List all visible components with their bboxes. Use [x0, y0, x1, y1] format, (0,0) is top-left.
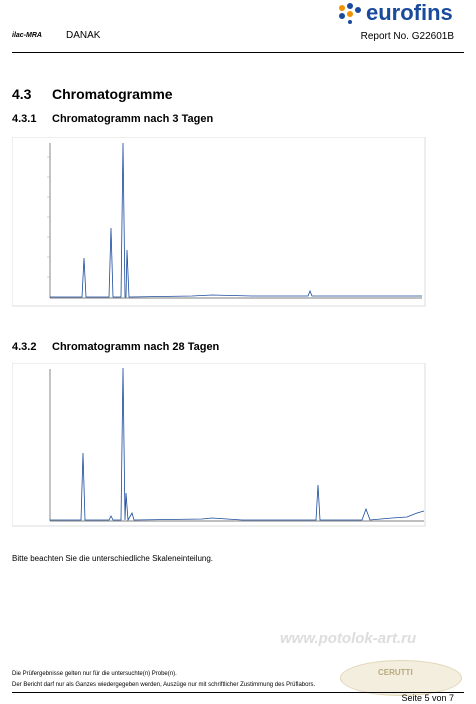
page-number: Seite 5 von 7 [401, 693, 454, 703]
eurofins-dots [339, 3, 361, 24]
footer-line: Die Prüfergebnisse gelten nur für die un… [12, 671, 177, 677]
stamp-logo [340, 660, 462, 696]
report-number: Report No. G22601B [360, 31, 454, 42]
header-rule [12, 52, 464, 53]
note: Bitte beachten Sie die unterschiedliche … [12, 554, 214, 563]
subsection-number: 4.3.2 [12, 341, 37, 353]
chromatogram-image [12, 363, 426, 527]
chromatogram-image [12, 137, 426, 307]
subsection-heading: 4.3.2 Chromatogramm nach 28 Tagen [12, 341, 219, 353]
section-heading: 4.3 Chromatogramme [12, 86, 173, 102]
subsection-number: 4.3.1 [12, 113, 37, 125]
subsection-title: Chromatogramm nach 3 Tagen [52, 113, 214, 125]
stamp-text: CERUTTI [378, 668, 413, 677]
footer-line: Der Bericht darf nur als Ganzes wiederge… [12, 682, 316, 688]
section-number: 4.3 [12, 86, 32, 102]
danak-logo: DANAK [66, 30, 101, 41]
subsection-heading: 4.3.1 Chromatogramm nach 3 Tagen [12, 113, 213, 125]
section-title: Chromatogramme [52, 86, 173, 102]
eurofins-logo: eurofins [366, 0, 453, 25]
subsection-title: Chromatogramm nach 28 Tagen [52, 341, 220, 353]
watermark: www.potolok-art.ru [280, 630, 417, 647]
footer-rule [12, 692, 464, 693]
ilac-logo: ilac-MRA [12, 32, 42, 39]
